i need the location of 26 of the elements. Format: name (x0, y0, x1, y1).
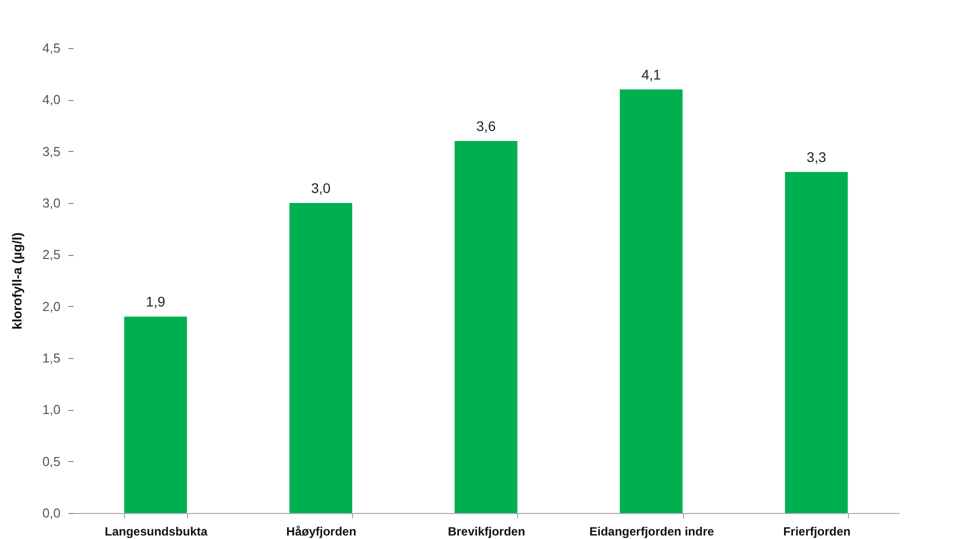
data-label: 3,6 (476, 118, 496, 134)
data-label: 4,1 (641, 66, 662, 82)
y-tick-label: 4,0 (42, 92, 60, 108)
x-tick-label: Eidangerfjorden indre (589, 524, 714, 538)
y-tick-label: 2,5 (42, 247, 60, 262)
bar (289, 203, 352, 513)
data-label: 3,3 (806, 149, 826, 165)
x-tick-label: Brevikfjorden (448, 524, 526, 538)
data-label: 3,0 (311, 180, 331, 196)
bar (785, 172, 848, 513)
y-tick-label: 3,0 (42, 196, 60, 210)
y-axis-title: klorofyll-a (µg/l) (9, 232, 24, 330)
y-tick-label: 1,5 (42, 350, 60, 366)
x-tick-label: Frierfjorden (783, 524, 851, 538)
y-tick-label: 3,5 (42, 144, 60, 159)
bar (124, 316, 187, 513)
x-tick-label: Håøyfjorden (286, 524, 356, 538)
y-tick-label: 4,5 (42, 40, 60, 56)
bar (620, 89, 683, 513)
y-tick-label: 0,5 (42, 454, 60, 469)
y-tick-label: 0,0 (42, 506, 60, 520)
bar (454, 141, 518, 513)
data-label: 1,9 (146, 294, 166, 310)
y-tick-label: 2,0 (42, 298, 60, 314)
y-tick-label: 1,0 (42, 402, 60, 418)
x-tick-label: Langesundsbukta (104, 524, 208, 538)
